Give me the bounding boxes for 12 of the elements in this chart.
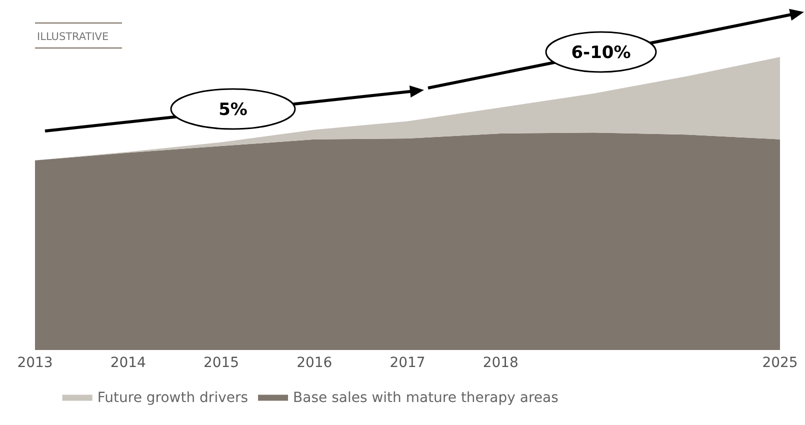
x-tick-label: 2017 [390, 354, 426, 371]
x-tick-label: 2016 [296, 354, 332, 371]
annotation: 6-10% [571, 43, 631, 63]
legend-label: Future growth drivers [97, 390, 248, 406]
x-tick-label: 2018 [482, 354, 518, 371]
x-tick-label: 2015 [203, 354, 240, 371]
x-tick-label: 2025 [762, 354, 798, 371]
legend-label: Base sales with mature therapy areas [293, 390, 558, 406]
x-tick-label: 2014 [110, 354, 146, 371]
text: ILLUSTRATIVE [37, 31, 109, 43]
x-tick-label: 2013 [17, 354, 53, 371]
annotation: 5% [218, 100, 248, 120]
